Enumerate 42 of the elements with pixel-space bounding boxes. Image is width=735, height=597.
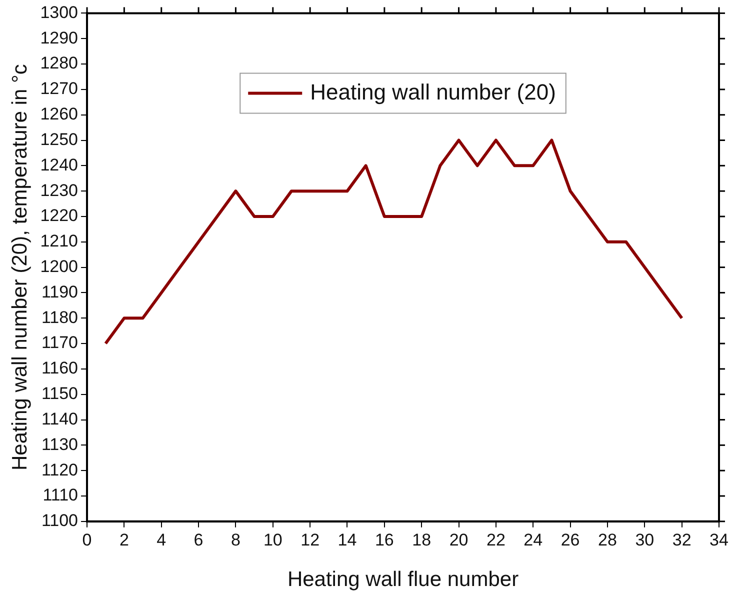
y-axis-title: Heating wall number (20), temperature in °c: [8, 64, 32, 471]
x-tick-label: 12: [300, 530, 320, 550]
y-tick-label: 1190: [41, 282, 78, 302]
y-tick-label: 1170: [41, 333, 78, 352]
y-tick-label: 1260: [40, 104, 78, 124]
x-tick-label: 26: [560, 530, 580, 550]
x-tick-label: 18: [412, 530, 432, 550]
x-tick-label: 24: [524, 530, 543, 550]
legend-label: Heating wall number (20): [310, 79, 556, 104]
x-tick-label: 28: [598, 530, 617, 550]
x-tick-label: 22: [486, 530, 506, 550]
y-tick-label: 1150: [41, 384, 78, 404]
y-tick-label: 1200: [40, 256, 78, 276]
y-tick-label: 1130: [41, 434, 78, 454]
x-tick-label: 2: [119, 530, 129, 550]
y-tick-label: 1220: [40, 206, 78, 226]
x-tick-label: 34: [710, 530, 728, 550]
y-tick-label: 1280: [40, 54, 78, 73]
x-axis-title: Heating wall flue number: [287, 568, 519, 592]
y-tick-label: 1250: [40, 130, 78, 149]
x-tick-label: 10: [263, 530, 282, 550]
x-tick-label: 14: [338, 530, 357, 550]
y-tick-label: 1270: [40, 79, 78, 98]
y-tick-label: 1210: [40, 232, 78, 251]
x-tick-label: 8: [230, 530, 240, 550]
y-tick-label: 1140: [41, 409, 78, 428]
x-tick-label: 16: [374, 530, 394, 550]
x-tick-label: 32: [672, 530, 692, 550]
x-tick-label: 0: [82, 530, 92, 550]
y-tick-label: 1230: [40, 180, 78, 200]
y-tick-label: 1300: [40, 2, 78, 22]
y-tick-label: 1160: [41, 358, 78, 378]
x-tick-label: 4: [156, 530, 166, 550]
x-tick-label: 20: [449, 530, 468, 550]
y-tick-label: 1110: [42, 486, 78, 505]
y-tick-label: 1100: [41, 511, 78, 530]
x-tick-label: 30: [635, 530, 654, 550]
y-tick-label: 1180: [41, 308, 78, 327]
y-tick-label: 1290: [40, 28, 78, 48]
y-tick-label: 1120: [41, 460, 78, 480]
y-tick-label: 1240: [40, 155, 78, 174]
x-tick-label: 6: [194, 530, 204, 550]
